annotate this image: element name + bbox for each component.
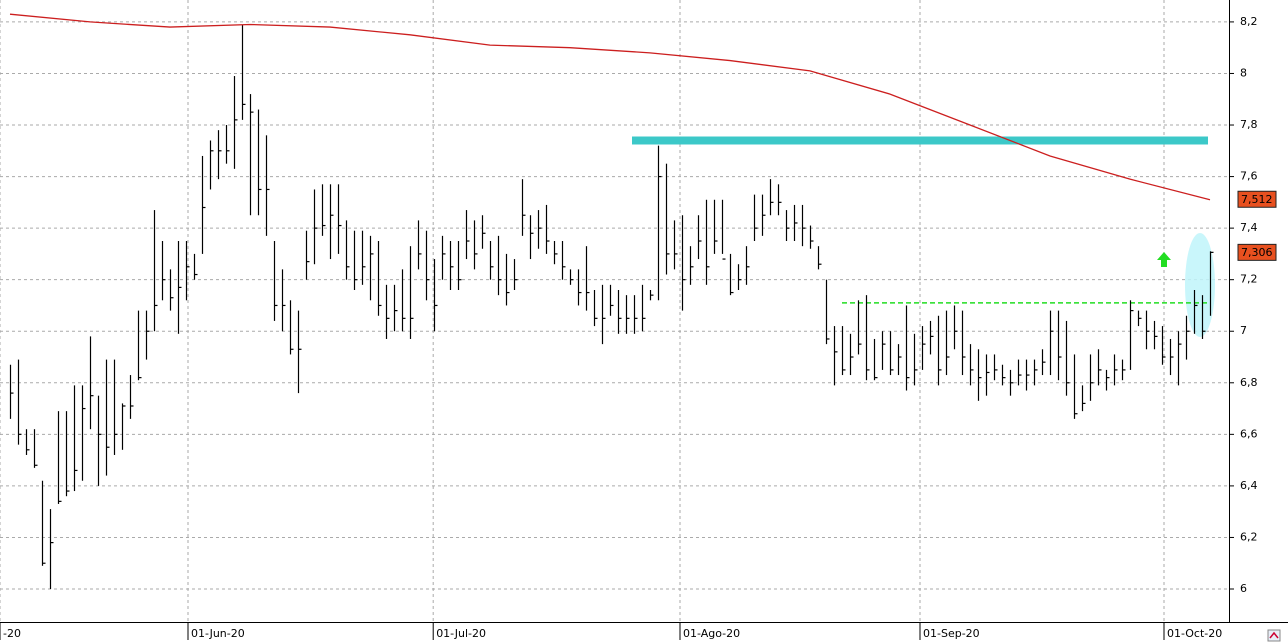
y-tick-label: 7,8 [1240, 118, 1258, 131]
y-tick-label: 7,4 [1240, 221, 1258, 234]
y-tick-label: 7,2 [1240, 273, 1258, 286]
plot-area [9, 13, 1214, 590]
y-tick-label: 7,6 [1240, 170, 1258, 183]
y-tick-label: 6,4 [1240, 479, 1258, 492]
y-tick-label: 8 [1240, 66, 1247, 79]
moving-average [9, 13, 1211, 201]
y-tick-label: 6,8 [1240, 376, 1258, 389]
x-tick-label: 01-Jul-20 [436, 627, 486, 640]
x-tick-label: 01-Sep-20 [923, 627, 980, 640]
highlight-ellipse [1185, 233, 1215, 337]
x-tick-label: -20 [3, 627, 21, 640]
price-label: 7,512 [1241, 193, 1273, 206]
price-label: 7,306 [1241, 246, 1273, 259]
y-tick-label: 7 [1240, 324, 1247, 337]
up-arrow [1157, 252, 1171, 267]
price-label-box [1237, 190, 1277, 208]
y-tick-label: 8,2 [1240, 15, 1258, 28]
x-tick-label: 01-Ago-20 [683, 627, 740, 640]
y-tick-label: 6,2 [1240, 530, 1258, 543]
corner-icon-mark [1269, 631, 1279, 639]
x-tick-label: 01-Oct-20 [1167, 627, 1222, 640]
y-tick-label: 6,6 [1240, 427, 1258, 440]
corner-icon [1267, 629, 1281, 642]
axes: 8,2 8 7,8 7,6 7,4 7,2 7 6,8 6,6 6,4 6,2 6 -20 01-Jun-… [0, 15, 1277, 640]
y-tick-label: 6 [1240, 582, 1247, 595]
price-label-box [1237, 243, 1277, 261]
grid [0, 0, 1229, 622]
x-tick-label: 01-Jun-20 [191, 627, 245, 640]
